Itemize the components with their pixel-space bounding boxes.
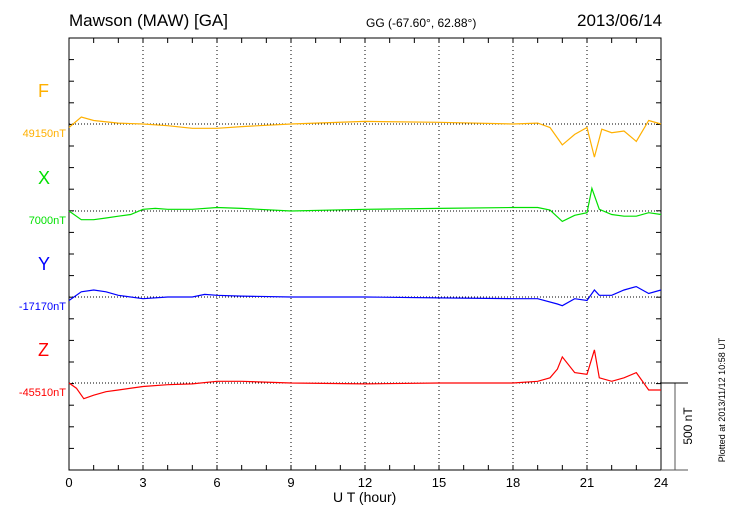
x-axis-label: U T (hour) xyxy=(333,489,397,505)
series-name-Z: Z xyxy=(38,340,49,360)
x-tick-label: 9 xyxy=(287,475,294,490)
baseline-label-Y: -17170nT xyxy=(18,301,66,313)
x-tick-label: 15 xyxy=(432,475,446,490)
series-line-Z xyxy=(68,349,661,400)
baseline-label-F: 49150nT xyxy=(22,128,66,140)
geo-coords: GG (-67.60°, 62.88°) xyxy=(366,16,477,30)
x-tick-label: 3 xyxy=(139,475,146,490)
series-line-F xyxy=(68,116,662,158)
x-tick-label: 18 xyxy=(506,475,520,490)
baseline-label-Z: -45510nT xyxy=(18,387,66,399)
series-name-Y: Y xyxy=(38,254,51,274)
series-name-F: F xyxy=(38,81,49,101)
station-title: Mawson (MAW) [GA] xyxy=(69,11,228,30)
series-name-X: X xyxy=(38,168,51,188)
x-tick-label: 6 xyxy=(213,475,220,490)
series-line-X xyxy=(68,186,662,223)
x-tick-label: 24 xyxy=(654,475,668,490)
x-tick-label: 21 xyxy=(580,475,594,490)
date-label: 2013/06/14 xyxy=(577,11,663,30)
baseline-label-X: 7000nT xyxy=(28,215,66,227)
x-tick-label: 12 xyxy=(358,475,372,490)
series-line-Y xyxy=(68,285,662,307)
x-tick-label: 0 xyxy=(65,475,72,490)
